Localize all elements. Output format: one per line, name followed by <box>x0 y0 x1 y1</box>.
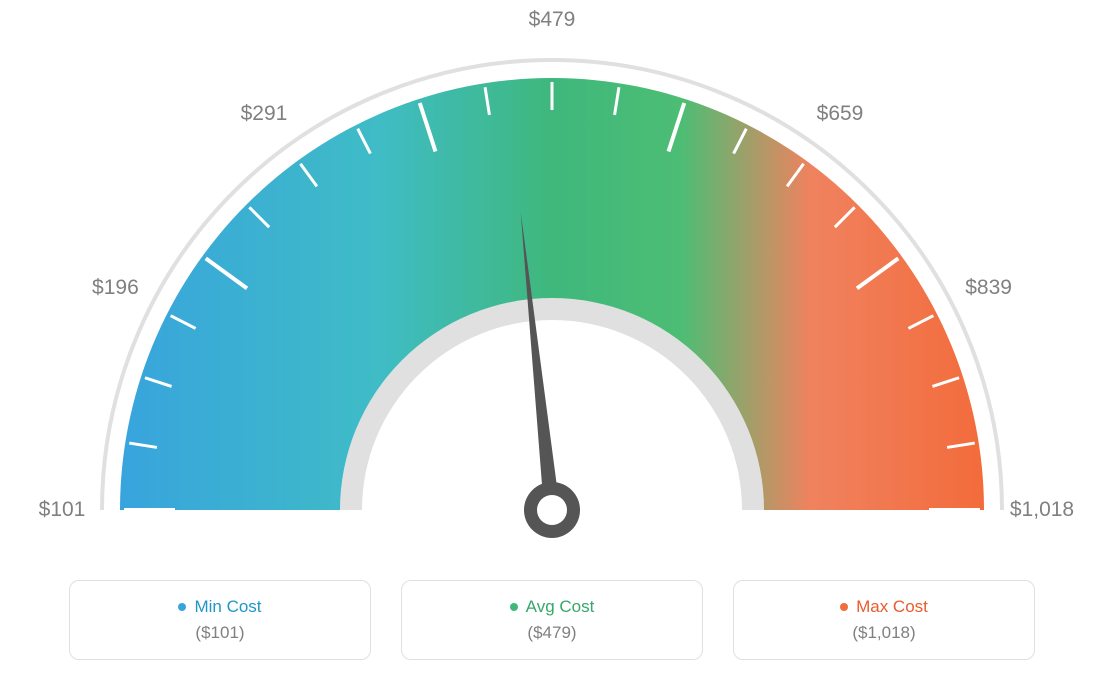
legend-card-max: Max Cost ($1,018) <box>733 580 1035 660</box>
legend-value-avg: ($479) <box>527 623 576 643</box>
gauge-svg <box>0 10 1104 580</box>
gauge-wrapper <box>0 10 1104 570</box>
legend-label-row: Avg Cost <box>510 597 595 617</box>
legend-row: Min Cost ($101) Avg Cost ($479) Max Cost… <box>69 580 1035 660</box>
legend-card-min: Min Cost ($101) <box>69 580 371 660</box>
scale-label: $659 <box>817 102 864 126</box>
legend-dot-min <box>178 603 186 611</box>
legend-label-row: Min Cost <box>178 597 261 617</box>
legend-label-max: Max Cost <box>856 597 928 617</box>
legend-label-row: Max Cost <box>840 597 928 617</box>
scale-label: $479 <box>529 8 576 32</box>
legend-dot-avg <box>510 603 518 611</box>
legend-value-min: ($101) <box>195 623 244 643</box>
scale-label: $839 <box>965 276 1012 300</box>
legend-label-avg: Avg Cost <box>526 597 595 617</box>
scale-label: $101 <box>39 498 86 522</box>
legend-value-max: ($1,018) <box>852 623 915 643</box>
scale-label: $291 <box>241 102 288 126</box>
gauge-chart-container: $101 $196 $291 $479 $659 $839 $1,018 Min Cost … <box>0 0 1104 690</box>
scale-label: $1,018 <box>1010 498 1074 522</box>
legend-dot-max <box>840 603 848 611</box>
legend-card-avg: Avg Cost ($479) <box>401 580 703 660</box>
legend-label-min: Min Cost <box>194 597 261 617</box>
scale-label: $196 <box>92 276 139 300</box>
